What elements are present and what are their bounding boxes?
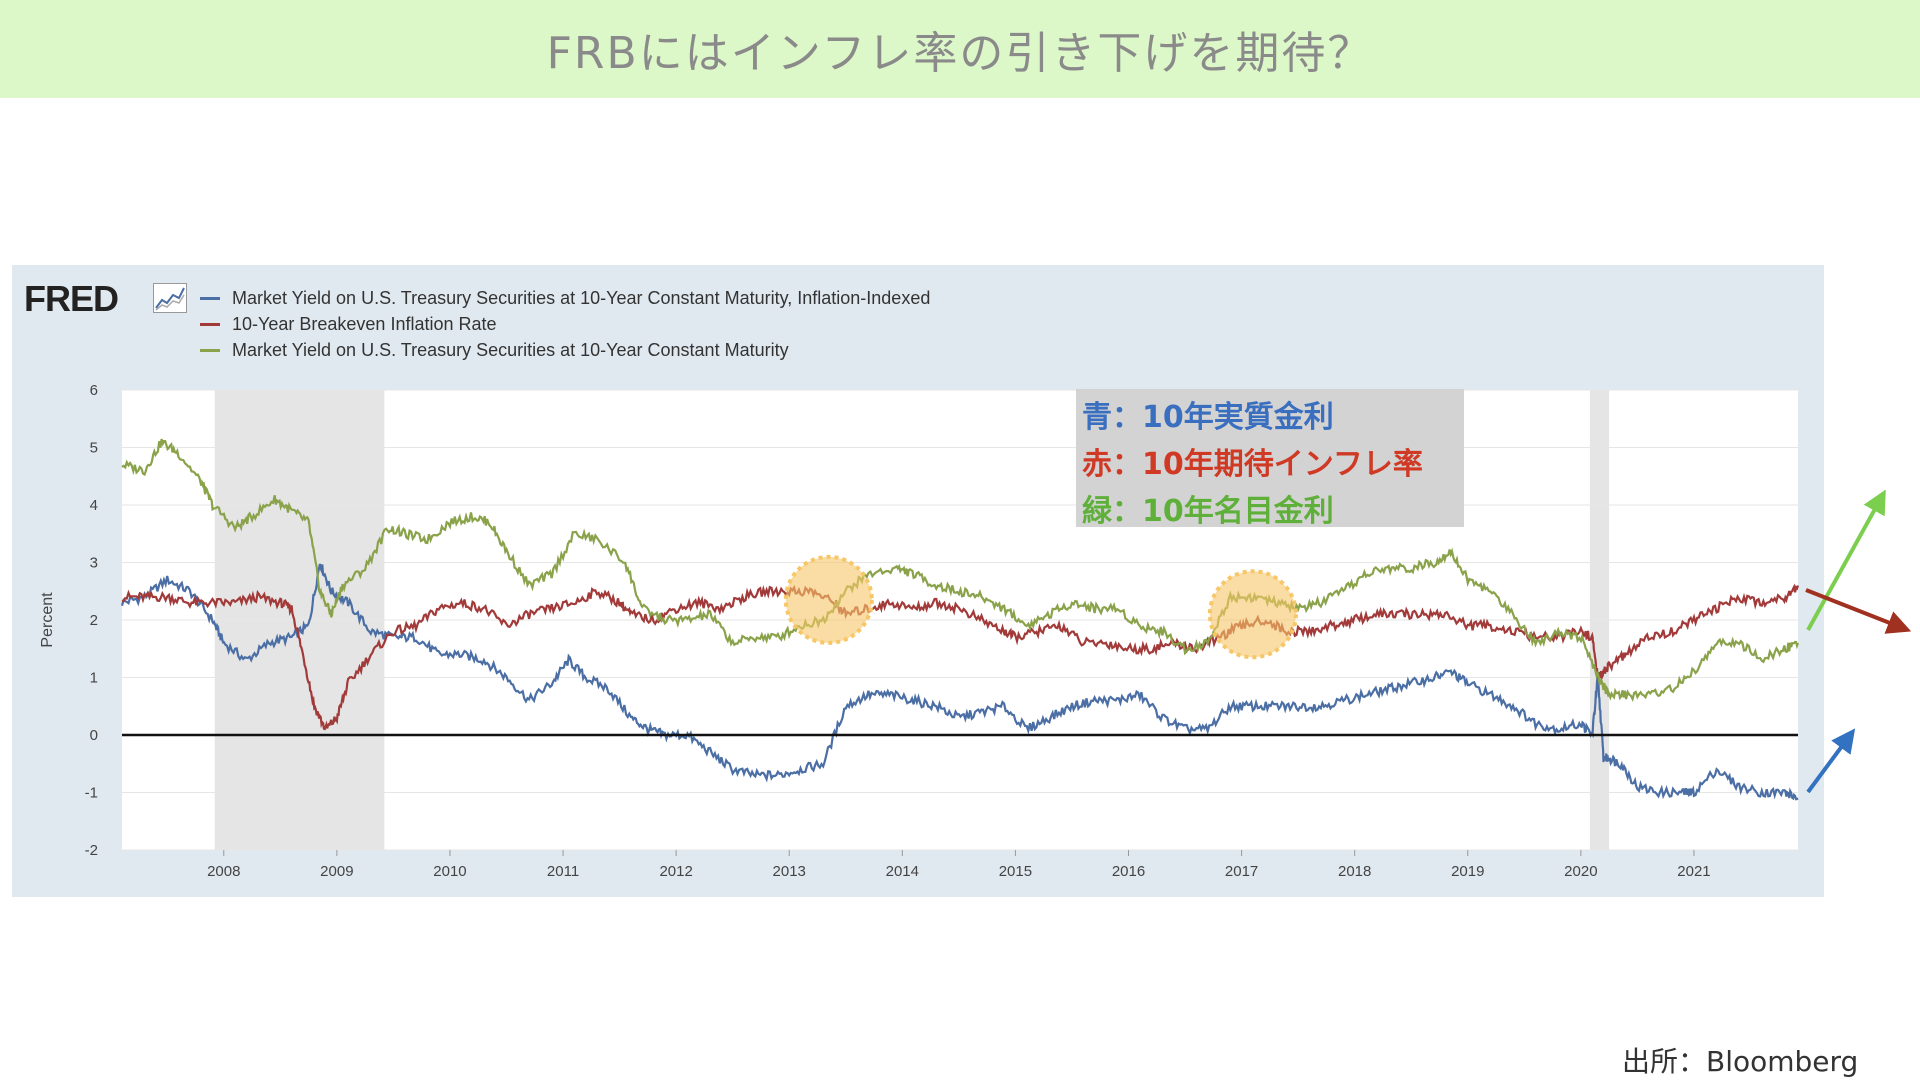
fred-chart-icon [153, 283, 187, 313]
x-tick-label: 2009 [320, 863, 353, 880]
y-tick-label: 0 [90, 727, 98, 744]
x-tick-label: 2018 [1338, 863, 1371, 880]
title-bar: FRBにはインフレ率の引き下げを期待？ [0, 0, 1920, 98]
highlight-circle [1207, 569, 1298, 660]
x-tick-label: 2012 [659, 863, 692, 880]
x-tick-label: 2014 [886, 863, 919, 880]
x-tick-label: 2017 [1225, 863, 1258, 880]
legend-label: Market Yield on U.S. Treasury Securities… [232, 339, 789, 360]
x-tick-label: 2013 [773, 863, 806, 880]
y-tick-label: 4 [90, 497, 98, 514]
page-title: FRBにはインフレ率の引き下げを期待？ [546, 28, 1374, 79]
y-tick-label: 3 [90, 555, 98, 572]
x-tick-label: 2010 [433, 863, 466, 880]
x-tick-label: 2008 [207, 863, 240, 880]
x-tick-label: 2019 [1451, 863, 1484, 880]
source-label: 出所：Bloomberg [1622, 1045, 1859, 1078]
series-line [121, 438, 1800, 703]
y-tick-label: 2 [90, 612, 98, 629]
legend-label: 10-Year Breakeven Inflation Rate [232, 313, 497, 334]
y-tick-label: 6 [90, 382, 98, 399]
x-tick-label: 2016 [1112, 863, 1145, 880]
x-tick-label: 2011 [547, 863, 579, 880]
legend-swatch [200, 348, 220, 352]
x-tick-label: 2021 [1677, 863, 1710, 880]
note-blue: 青：10年実質金利 [1082, 400, 1334, 435]
note-red: 赤：10年期待インフレ率 [1082, 447, 1423, 482]
arrow-up-green [1806, 489, 1886, 631]
x-tick-label: 2015 [999, 863, 1032, 880]
arrow-right-red [1805, 588, 1912, 634]
y-tick-label: -2 [85, 842, 98, 859]
highlight-circle [783, 554, 874, 645]
chart-legend: Market Yield on U.S. Treasury Securities… [200, 285, 930, 363]
legend-swatch [200, 296, 220, 300]
series-line [120, 563, 1799, 801]
note-box [1076, 389, 1464, 527]
legend-swatch [200, 322, 220, 326]
y-tick-label: 5 [90, 440, 98, 457]
x-tick-label: 2020 [1564, 863, 1597, 880]
legend-label: Market Yield on U.S. Treasury Securities… [232, 287, 931, 308]
legend-item[interactable]: 10-Year Breakeven Inflation Rate [200, 311, 930, 337]
fred-logo: FRED [24, 278, 119, 319]
y-tick-label: -1 [85, 785, 98, 802]
note-green: 緑：10年名目金利 [1082, 494, 1334, 529]
legend-item[interactable]: Market Yield on U.S. Treasury Securities… [200, 337, 930, 363]
y-axis-label: Percent [39, 592, 56, 648]
arrow-up-blue [1806, 728, 1856, 794]
legend-item[interactable]: Market Yield on U.S. Treasury Securities… [200, 285, 930, 311]
y-tick-label: 1 [90, 670, 98, 687]
